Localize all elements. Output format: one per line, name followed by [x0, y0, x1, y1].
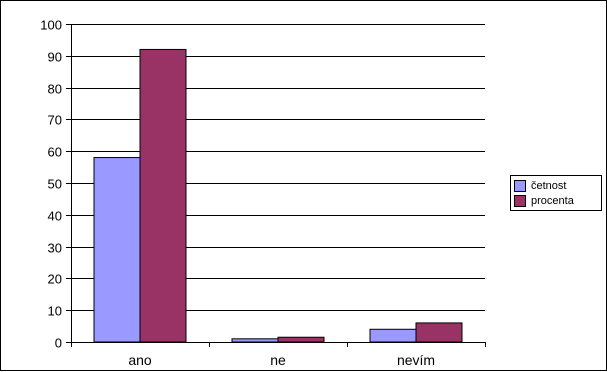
y-tick-label: 40 [48, 209, 62, 224]
y-tick-label: 100 [40, 18, 62, 33]
bar-cetnost-1 [231, 338, 279, 343]
bar-procenta-0 [139, 48, 187, 343]
legend-swatch-procenta [514, 194, 526, 207]
bar-cetnost-0 [93, 157, 141, 343]
y-tick-label: 60 [48, 145, 62, 160]
legend-swatch-cetnost [514, 179, 526, 192]
y-tick-label: 50 [48, 177, 62, 192]
axes [66, 24, 486, 347]
y-tick-label: 0 [55, 336, 62, 351]
bar-cetnost-2 [369, 328, 417, 343]
x-tick-label: ne [270, 352, 286, 368]
y-tick-label: 20 [48, 272, 62, 287]
legend-label-cetnost: četnost [531, 179, 567, 192]
y-tick-label: 70 [48, 113, 62, 128]
bar-procenta-1 [277, 336, 325, 343]
y-tick-labels: 0 10 20 30 40 50 60 70 80 90 100 [40, 18, 62, 351]
legend: četnost procenta [510, 175, 602, 211]
y-tick-label: 10 [48, 304, 62, 319]
legend-label-procenta: procenta [531, 194, 574, 207]
y-tick-label: 30 [48, 241, 62, 256]
legend-item-procenta: procenta [514, 193, 601, 208]
y-tick-label: 90 [48, 50, 62, 65]
x-tick-label: nevím [397, 352, 435, 368]
y-tick-label: 80 [48, 82, 62, 97]
x-tick-labels: ano ne nevím [128, 352, 435, 368]
bar-procenta-2 [415, 322, 463, 343]
bars [93, 48, 463, 343]
x-tick-label: ano [128, 352, 152, 368]
legend-item-cetnost: četnost [514, 178, 601, 193]
